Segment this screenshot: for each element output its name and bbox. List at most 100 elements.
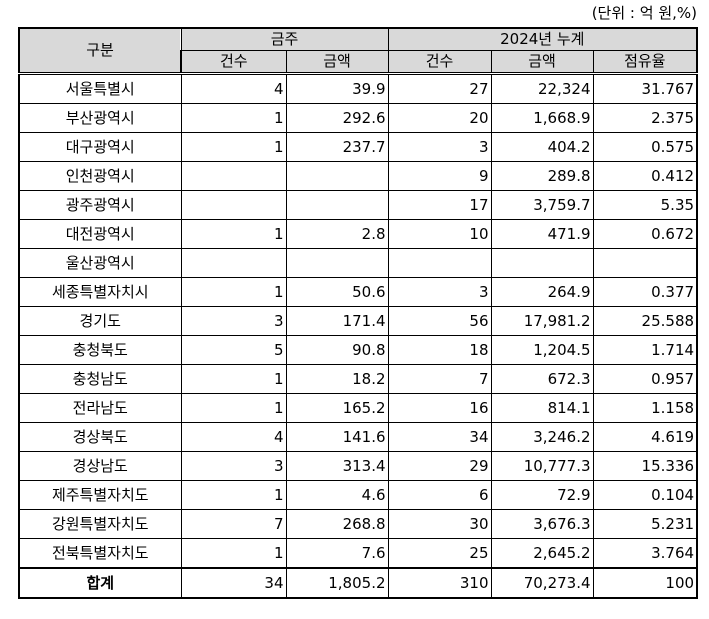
table-row: 강원특별자치도 7 268.8 30 3,676.3 5.231 [18, 509, 699, 539]
cell-week-amount: 90.8 [285, 335, 389, 365]
cell-week-amount: 313.4 [285, 451, 389, 481]
cell-region: 인천광역시 [18, 161, 182, 191]
unit-note: (단위 : 억 원,%) [591, 4, 697, 22]
table-row: 제주특별자치도 1 4.6 6 72.9 0.104 [18, 480, 699, 510]
cell-cum-count: 25 [387, 538, 492, 569]
cell-week-count: 1 [180, 364, 287, 394]
cell-region: 서울특별시 [18, 73, 182, 104]
cell-cum-count: 30 [387, 509, 492, 539]
cell-week-amount: 2.8 [285, 219, 389, 249]
cell-cum-count: 20 [387, 103, 492, 133]
cell-share: 15.336 [592, 451, 699, 481]
cell-week-amount: 141.6 [285, 422, 389, 452]
table-row: 충청남도 1 18.2 7 672.3 0.957 [18, 364, 699, 394]
cell-cum-amount: 814.1 [490, 393, 594, 423]
cell-share: 1.158 [592, 393, 699, 423]
cell-region: 대구광역시 [18, 132, 182, 162]
cell-week-count: 1 [180, 277, 287, 307]
cell-cum-amount: 72.9 [490, 480, 594, 510]
cell-week-count: 4 [180, 73, 287, 104]
total-row: 합계 34 1,805.2 310 70,273.4 100 [18, 567, 699, 599]
cell-cum-amount: 10,777.3 [490, 451, 594, 481]
cell-region: 울산광역시 [18, 248, 182, 278]
cell-week-count: 1 [180, 219, 287, 249]
cell-week-amount [285, 161, 389, 191]
cell-cum-amount: 22,324 [490, 73, 594, 104]
cell-region: 제주특별자치도 [18, 480, 182, 510]
cell-region: 대전광역시 [18, 219, 182, 249]
cell-region: 충청남도 [18, 364, 182, 394]
cell-week-amount: 50.6 [285, 277, 389, 307]
cell-week-amount: 237.7 [285, 132, 389, 162]
cell-region: 경상북도 [18, 422, 182, 452]
cell-cum-amount: 289.8 [490, 161, 594, 191]
table-row: 부산광역시 1 292.6 20 1,668.9 2.375 [18, 103, 699, 133]
cell-cum-amount: 2,645.2 [490, 538, 594, 569]
cell-cum-amount: 70,273.4 [490, 567, 594, 599]
cell-region: 전라남도 [18, 393, 182, 423]
cell-week-count: 5 [180, 335, 287, 365]
cell-week-count: 1 [180, 132, 287, 162]
cell-share: 4.619 [592, 422, 699, 452]
cell-cum-count: 18 [387, 335, 492, 365]
header-region: 구분 [18, 27, 182, 75]
header-cum-amount: 금액 [490, 50, 594, 75]
cell-share: 0.957 [592, 364, 699, 394]
table-row: 울산광역시 [18, 248, 699, 278]
cell-cum-amount [490, 248, 594, 278]
cell-region: 경기도 [18, 306, 182, 336]
cell-cum-count: 27 [387, 73, 492, 104]
header-group-week: 금주 [180, 27, 389, 51]
cell-cum-count: 310 [387, 567, 492, 599]
cell-share: 1.714 [592, 335, 699, 365]
cell-share: 0.672 [592, 219, 699, 249]
cell-week-amount [285, 190, 389, 220]
cell-week-amount: 7.6 [285, 538, 389, 569]
cell-week-count [180, 190, 287, 220]
cell-share: 0.575 [592, 132, 699, 162]
header-group-cumulative: 2024년 누계 [387, 27, 699, 51]
table-row: 대전광역시 1 2.8 10 471.9 0.672 [18, 219, 699, 249]
cell-region: 부산광역시 [18, 103, 182, 133]
cell-week-count [180, 161, 287, 191]
table-row: 인천광역시 9 289.8 0.412 [18, 161, 699, 191]
cell-cum-amount: 1,668.9 [490, 103, 594, 133]
table-row: 서울특별시 4 39.9 27 22,324 31.767 [18, 73, 699, 104]
cell-share: 5.35 [592, 190, 699, 220]
cell-week-count: 1 [180, 538, 287, 569]
cell-week-count: 34 [180, 567, 287, 599]
cell-share: 0.104 [592, 480, 699, 510]
cell-cum-count: 10 [387, 219, 492, 249]
table-row: 전라남도 1 165.2 16 814.1 1.158 [18, 393, 699, 423]
cell-region: 충청북도 [18, 335, 182, 365]
cell-region: 세종특별자치시 [18, 277, 182, 307]
region-summary-table: 구분 금주 2024년 누계 건수 금액 건수 금액 점유율 서울특별시 4 39.… [18, 27, 699, 599]
cell-cum-amount: 471.9 [490, 219, 594, 249]
cell-week-amount: 268.8 [285, 509, 389, 539]
header-week-amount: 금액 [285, 50, 389, 75]
cell-cum-count [387, 248, 492, 278]
cell-cum-amount: 17,981.2 [490, 306, 594, 336]
cell-cum-amount: 264.9 [490, 277, 594, 307]
cell-week-amount: 18.2 [285, 364, 389, 394]
cell-region: 전북특별자치도 [18, 538, 182, 569]
cell-week-count: 3 [180, 306, 287, 336]
header-week-count: 건수 [180, 50, 287, 75]
cell-week-count [180, 248, 287, 278]
cell-share: 25.588 [592, 306, 699, 336]
cell-cum-count: 56 [387, 306, 492, 336]
cell-week-amount: 39.9 [285, 73, 389, 104]
table-row: 충청북도 5 90.8 18 1,204.5 1.714 [18, 335, 699, 365]
cell-week-amount [285, 248, 389, 278]
table-row: 경상남도 3 313.4 29 10,777.3 15.336 [18, 451, 699, 481]
cell-cum-amount: 672.3 [490, 364, 594, 394]
cell-region: 강원특별자치도 [18, 509, 182, 539]
cell-share: 0.377 [592, 277, 699, 307]
cell-week-count: 1 [180, 393, 287, 423]
cell-cum-count: 3 [387, 277, 492, 307]
cell-share [592, 248, 699, 278]
cell-cum-amount: 404.2 [490, 132, 594, 162]
table-row: 광주광역시 17 3,759.7 5.35 [18, 190, 699, 220]
table-row: 대구광역시 1 237.7 3 404.2 0.575 [18, 132, 699, 162]
cell-share: 2.375 [592, 103, 699, 133]
